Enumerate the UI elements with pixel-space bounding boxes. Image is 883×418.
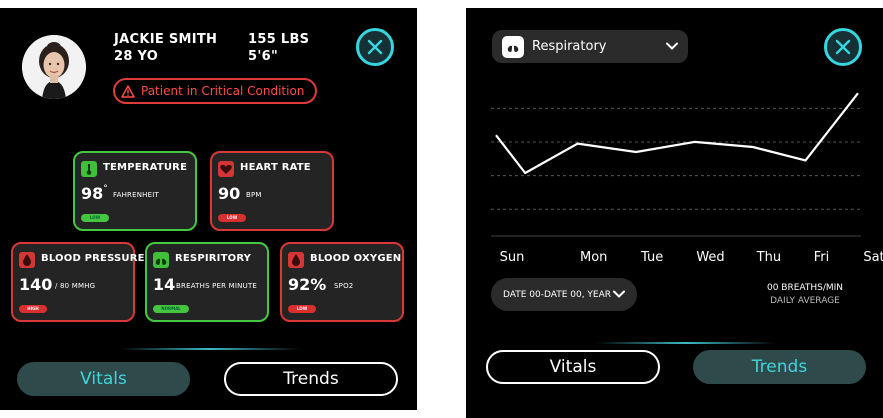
tab-vitals[interactable]: Vitals xyxy=(17,362,190,396)
card-unit: BREATHS PER MINUTE xyxy=(176,282,258,290)
status-badge: LOW xyxy=(218,214,246,222)
close-button[interactable] xyxy=(824,28,862,66)
status-badge: NORMAL xyxy=(153,305,189,313)
x-tick-label: Wed xyxy=(696,250,725,265)
card-label: HEART RATE xyxy=(240,162,311,173)
trends-screen: Respiratory Sun Mon Tue Wed Thu Fri Sat DATE 0… xyxy=(466,8,883,418)
metric-select[interactable]: Respiratory xyxy=(492,30,688,63)
close-button[interactable] xyxy=(356,28,394,66)
x-tick-label: Thu xyxy=(756,250,782,265)
critical-condition-badge: Patient in Critical Condition xyxy=(113,78,317,104)
x-tick-label: Sun xyxy=(499,250,525,265)
close-icon xyxy=(367,39,383,55)
x-tick-label: Mon xyxy=(580,250,608,265)
patient-age: 28 YO xyxy=(114,49,159,64)
heart-icon xyxy=(218,161,234,177)
warning-icon xyxy=(121,84,135,98)
card-label: RESPIRITORY xyxy=(175,253,252,264)
tab-vitals[interactable]: Vitals xyxy=(486,350,660,384)
card-value: 14 xyxy=(153,275,176,294)
respiratory-trend-chart xyxy=(491,92,861,237)
patient-weight: 155 LBS xyxy=(248,32,310,47)
card-label: TEMPERATURE xyxy=(103,162,188,173)
series-line xyxy=(495,92,859,175)
card-unit: FAHRENHEIT xyxy=(113,191,159,199)
status-badge: LOW xyxy=(81,214,109,222)
thermometer-icon xyxy=(81,161,97,177)
status-badge: LOW xyxy=(288,305,316,313)
tab-indicator-glow xyxy=(596,342,776,344)
lungs-icon xyxy=(153,252,169,268)
vitals-screen: JACKIE SMITH 28 YO 155 LBS 5'6" Patient … xyxy=(0,8,417,410)
blood-oxygen-card[interactable]: BLOOD OXYGEN 92% SPO2 LOW xyxy=(280,242,404,322)
card-value: 98° xyxy=(81,184,108,203)
condition-text: Patient in Critical Condition xyxy=(141,84,305,98)
x-tick-label: Sat xyxy=(863,250,883,265)
card-unit: SPO2 xyxy=(334,282,354,290)
card-value: 92% xyxy=(288,275,327,294)
patient-name: JACKIE SMITH xyxy=(114,32,218,47)
card-unit: BPM xyxy=(246,191,262,199)
close-icon xyxy=(835,39,851,55)
card-label: BLOOD OXYGEN xyxy=(310,253,402,264)
tab-trends[interactable]: Trends xyxy=(693,350,866,384)
card-unit: / 80 MMHG xyxy=(55,282,96,290)
date-range-value: DATE 00-DATE 00, YEAR xyxy=(503,289,612,300)
respiratory-card[interactable]: RESPIRITORY 14 BREATHS PER MINUTE NORMAL xyxy=(145,242,269,322)
tab-trends[interactable]: Trends xyxy=(224,362,398,396)
avatar xyxy=(22,35,86,99)
x-tick-label: Fri xyxy=(813,250,830,265)
daily-average-label: DAILY AVERAGE xyxy=(770,296,840,306)
lungs-icon xyxy=(502,35,524,58)
card-value: 140 xyxy=(19,275,53,294)
temperature-card[interactable]: TEMPERATURE 98° FAHRENHEIT LOW xyxy=(73,151,197,231)
x-tick-label: Tue xyxy=(641,250,664,265)
blood-drop-icon xyxy=(288,252,304,268)
tab-indicator-glow xyxy=(120,348,300,350)
blood-pressure-card[interactable]: BLOOD PRESSURE 140 / 80 MMHG HIGH xyxy=(11,242,145,322)
daily-average-value: 00 BREATHS/MIN xyxy=(766,283,844,293)
date-range-select[interactable]: DATE 00-DATE 00, YEAR xyxy=(491,278,637,311)
blood-drop-icon xyxy=(19,252,35,268)
patient-height: 5'6" xyxy=(248,49,279,64)
heart-rate-card[interactable]: HEART RATE 90 BPM LOW xyxy=(210,151,334,231)
chevron-down-icon xyxy=(613,290,625,298)
chevron-down-icon xyxy=(666,42,678,50)
card-value: 90 xyxy=(218,184,241,203)
metric-select-value: Respiratory xyxy=(532,39,607,54)
card-label: BLOOD PRESSURE xyxy=(41,253,145,264)
status-badge: HIGH xyxy=(19,305,47,313)
